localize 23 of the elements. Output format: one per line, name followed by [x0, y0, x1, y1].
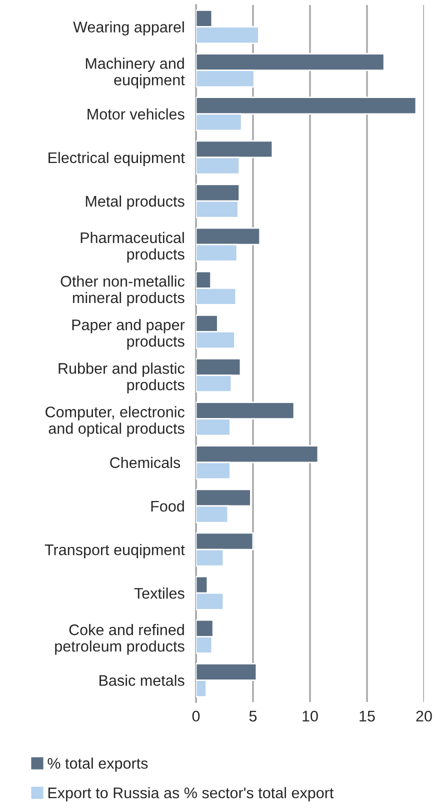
x-tick-label: 20: [416, 710, 432, 722]
x-tick-label: 5: [249, 710, 257, 722]
y-tick-label: Wearing apparel: [73, 21, 184, 36]
x-tick-label: 10: [302, 710, 318, 722]
legend-label: Export to Russia as % sector's total export: [48, 787, 334, 802]
x-tick-label: 0: [192, 710, 200, 722]
y-tick-label: Other non-metallic mineral products: [60, 276, 184, 306]
y-tick-label: Paper and paper products: [72, 319, 185, 350]
y-tick-label: Pharmaceutical products: [80, 232, 184, 263]
y-tick-label: Motor vehicles: [88, 108, 184, 120]
y-tick-label: Transport euqipment: [44, 544, 185, 558]
y-tick-label: Rubber and plastic products: [58, 362, 184, 394]
legend-label: % total exports: [48, 758, 148, 772]
y-tick-label: Machinery and euqipment: [86, 58, 185, 88]
y-tick-label: Basic metals: [100, 674, 184, 686]
y-tick-label: Computer, electronic and optical products: [46, 406, 184, 437]
y-tick-label: Coke and refined petroleum products: [55, 624, 184, 655]
y-tick-label: Textiles: [134, 588, 184, 599]
y-tick-label: Metal products: [86, 195, 184, 210]
x-tick-label: 15: [360, 710, 375, 722]
y-tick-label: Food: [151, 500, 184, 512]
y-tick-label: Electrical equipment: [48, 152, 185, 166]
y-tick-label: Chemicals: [110, 456, 180, 468]
